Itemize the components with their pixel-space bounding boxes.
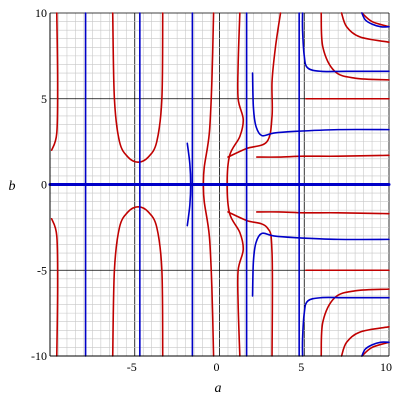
x-tick-label: 10: [380, 360, 392, 374]
contour-curve-red-0: [50, 12, 59, 151]
y-tick-label: -10: [31, 349, 47, 363]
x-axis-label: a: [215, 381, 222, 396]
y-tick-label: 0: [41, 178, 47, 192]
axes: [49, 13, 389, 357]
contour-curve-red-14: [340, 12, 390, 43]
y-tick-label: 5: [41, 92, 47, 106]
contour-curve-blue-28: [301, 296, 390, 357]
tick-labels: -5 0 5 10 -10 -5 0 5 10: [31, 6, 392, 374]
contour-curve-red-1: [50, 218, 59, 357]
contour-curve-red-17: [361, 341, 390, 357]
contour-curve-blue-26: [251, 232, 390, 297]
contour-curves: [48, 12, 391, 357]
contour-curve-red-8: [255, 154, 390, 158]
contour-curve-red-16: [361, 12, 390, 28]
contour-curve-red-9: [255, 211, 390, 215]
y-tick-label: 10: [35, 6, 47, 20]
contour-curve-red-15: [340, 326, 390, 357]
contour-curve-blue-25: [251, 72, 390, 137]
x-tick-label: 5: [298, 360, 304, 374]
contour-curve-red-6: [227, 211, 274, 357]
x-tick-label: 0: [214, 360, 220, 374]
contour-curve-blue-27: [301, 12, 390, 73]
x-tick-label: -5: [127, 360, 137, 374]
contour-curve-blue-29: [361, 12, 390, 28]
contour-curve-red-2: [111, 12, 164, 163]
contour-curve-blue-30: [361, 341, 390, 357]
y-axis-label: b: [9, 179, 16, 194]
y-tick-label: -5: [37, 263, 47, 277]
contour-curve-red-3: [111, 206, 164, 357]
